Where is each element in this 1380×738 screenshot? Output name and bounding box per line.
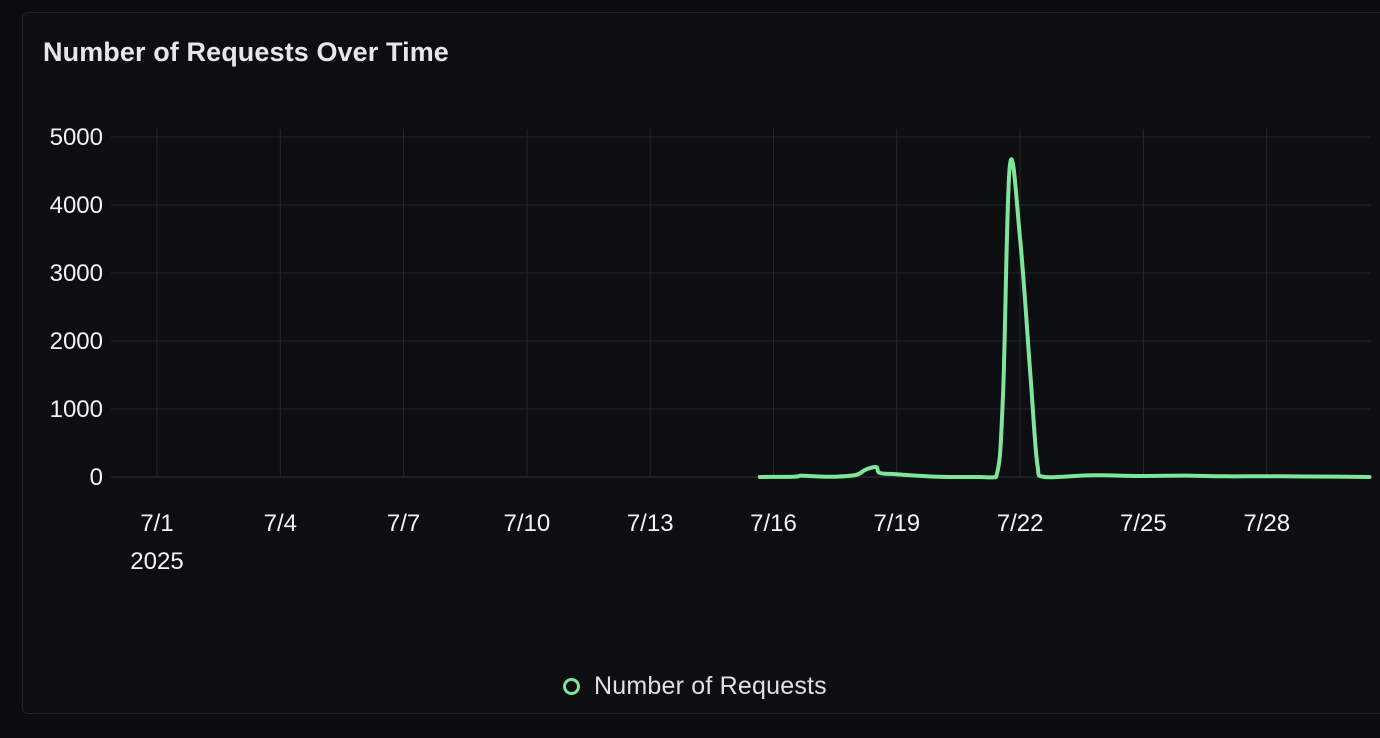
x-tick-label: 7/13 — [627, 510, 674, 537]
y-tick-label: 4000 — [50, 192, 103, 219]
chart-card: Number of Requests Over Time 7/1 2025 7/4 7… — [22, 12, 1380, 714]
y-tick-label: 3000 — [50, 260, 103, 287]
x-tick-label: 7/28 — [1243, 510, 1290, 537]
x-tick-label: 7/22 — [997, 510, 1044, 537]
x-tick-label: 7/4 — [264, 510, 297, 537]
x-tick-sublabel: 2025 — [130, 548, 183, 575]
y-tick-label: 1000 — [50, 396, 103, 423]
legend-item-number-of-requests[interactable]: Number of Requests — [563, 669, 827, 703]
x-tick-label: 7/7 — [387, 510, 420, 537]
y-tick-label: 2000 — [50, 328, 103, 355]
x-tick-label: 7/1 — [140, 510, 173, 537]
y-tick-label: 5000 — [50, 124, 103, 151]
chart-plot: 7/1 2025 7/4 7/7 7/10 7/13 7/16 7/19 7/22 7/25 7/2… — [50, 124, 1372, 575]
y-tick-label: 0 — [90, 464, 103, 491]
x-tick-label: 7/16 — [750, 510, 797, 537]
series-line-number-of-requests — [757, 157, 1372, 480]
x-tick-label: 7/25 — [1120, 510, 1167, 537]
legend-label: Number of Requests — [594, 671, 827, 700]
chart-title: Number of Requests Over Time — [43, 37, 449, 67]
legend-series-swatch — [563, 677, 580, 695]
x-tick-label: 7/19 — [873, 510, 920, 537]
x-tick-label: 7/10 — [504, 510, 551, 537]
